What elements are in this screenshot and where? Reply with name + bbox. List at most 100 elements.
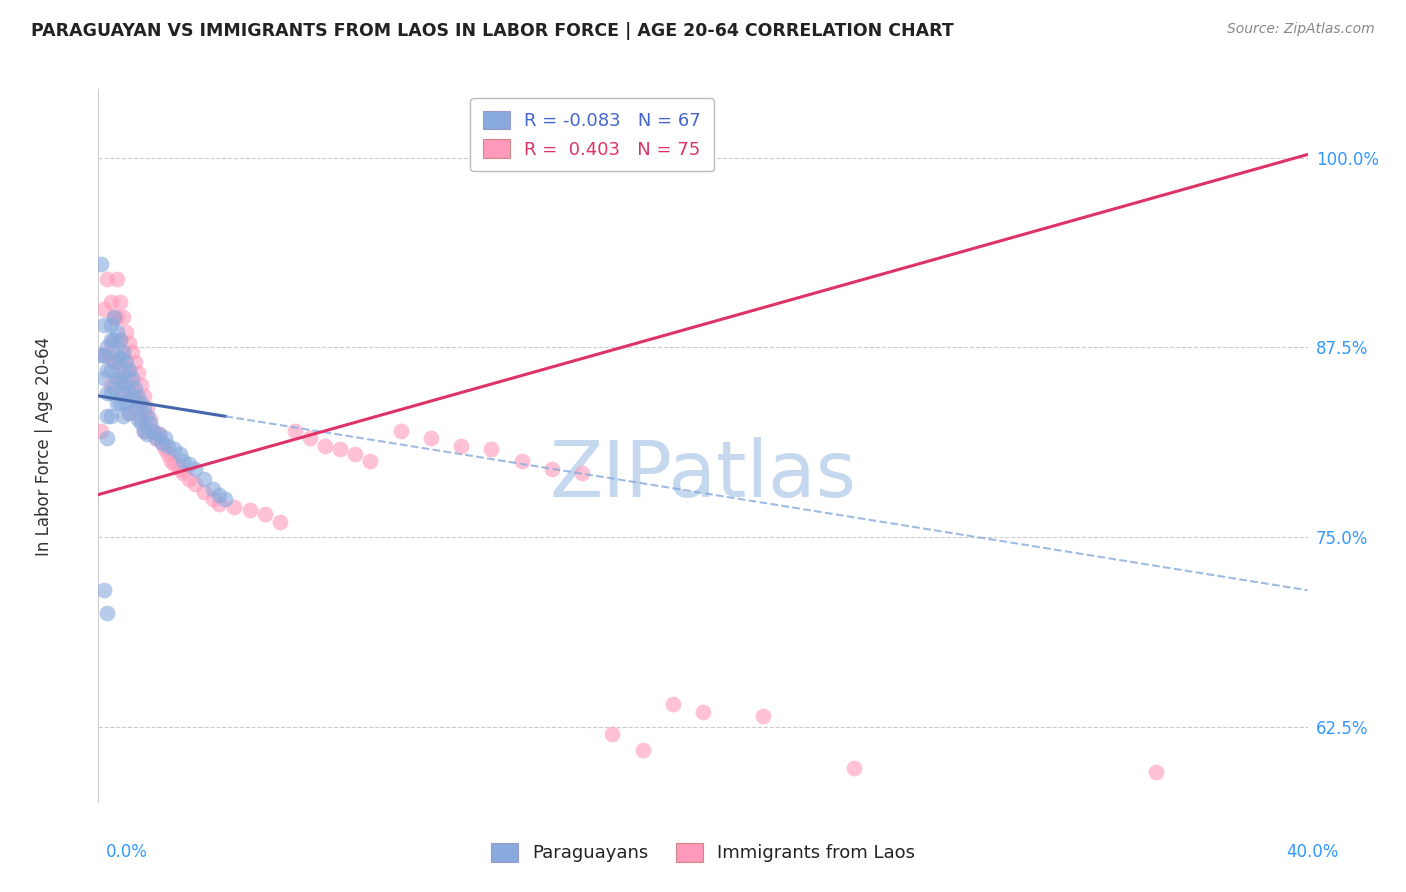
Point [100,294,122,309]
Point [111,344,134,359]
Point [169,462,191,476]
Point [389,424,412,438]
Point [114,378,136,392]
Point [96,272,118,286]
Point [129,411,152,425]
Point [96,385,118,400]
Point [156,439,179,453]
Point [111,385,134,400]
Point [571,467,593,481]
Point [111,366,134,380]
Point [202,492,225,507]
Point [96,340,118,354]
Point [103,333,125,347]
Point [150,436,173,450]
Point [142,424,165,438]
Point [111,348,134,362]
Point [692,705,714,719]
Point [132,401,155,415]
Point [661,697,683,711]
Point [1144,765,1167,780]
Point [142,424,165,438]
Point [93,318,115,332]
Point [93,370,115,384]
Point [90,424,112,438]
Point [121,381,143,395]
Point [153,442,176,456]
Point [172,454,194,468]
Point [90,348,112,362]
Point [96,409,118,423]
Text: PARAGUAYAN VS IMMIGRANTS FROM LAOS IN LABOR FORCE | AGE 20-64 CORRELATION CHART: PARAGUAYAN VS IMMIGRANTS FROM LAOS IN LA… [31,22,953,40]
Point [96,431,118,445]
Point [602,727,624,741]
Point [118,385,141,400]
Point [96,348,118,362]
Point [111,385,134,400]
Point [184,477,207,491]
Point [132,389,155,403]
Point [111,310,134,324]
Point [108,396,131,410]
Point [114,396,136,410]
Point [269,515,291,529]
Legend: Paraguayans, Immigrants from Laos: Paraguayans, Immigrants from Laos [484,836,922,870]
Point [118,335,141,350]
Point [100,385,122,400]
Point [139,416,162,430]
Point [114,325,136,339]
Point [93,348,115,362]
Point [172,467,194,481]
Point [90,257,112,271]
Point [124,391,146,405]
Text: ZIPatlas: ZIPatlas [550,436,856,513]
Point [135,426,157,441]
Point [103,381,125,395]
Point [118,370,141,384]
Point [193,472,215,486]
Point [111,409,134,423]
Point [105,272,128,286]
Point [752,709,775,723]
Point [160,454,183,468]
Point [150,436,173,450]
Point [510,454,533,468]
Point [127,391,149,405]
Point [129,378,152,392]
Point [108,294,131,309]
Point [631,742,654,756]
Point [93,302,115,317]
Point [135,409,157,423]
Point [148,426,170,441]
Point [96,606,118,620]
Point [105,355,128,369]
Point [169,447,191,461]
Point [184,462,207,476]
Point [93,583,115,598]
Point [127,411,149,425]
Point [132,424,155,438]
Point [121,344,143,359]
Point [124,381,146,395]
Point [540,462,562,476]
Point [118,406,141,420]
Point [253,508,276,522]
Point [121,370,143,384]
Point [202,482,225,496]
Point [100,409,122,423]
Point [105,396,128,410]
Text: In Labor Force | Age 20-64: In Labor Force | Age 20-64 [35,336,53,556]
Point [145,431,167,445]
Point [124,355,146,369]
Point [145,431,167,445]
Point [100,333,122,347]
Point [118,406,141,420]
Point [179,457,201,471]
Point [163,442,186,456]
Point [100,363,122,377]
Point [214,492,236,507]
Point [105,370,128,384]
Point [329,442,352,456]
Point [450,439,472,453]
Point [103,310,125,324]
